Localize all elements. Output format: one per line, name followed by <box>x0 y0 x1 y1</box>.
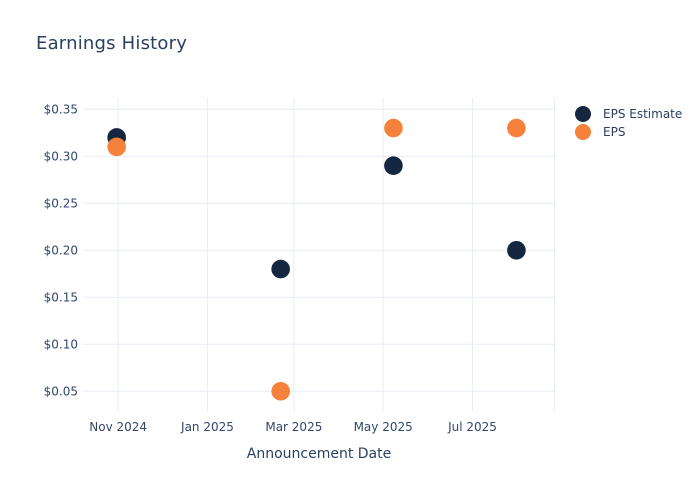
y-tick-label: $0.05 <box>44 384 78 398</box>
legend-item-eps-estimate[interactable]: EPS Estimate <box>575 105 682 123</box>
x-tick-label: Mar 2025 <box>265 420 322 434</box>
y-tick-label: $0.20 <box>44 243 78 257</box>
legend-marker-eps-estimate-icon <box>575 106 591 122</box>
marker-eps-estimate-3[interactable] <box>507 240 526 260</box>
legend-item-eps[interactable]: EPS <box>575 123 682 141</box>
x-tick-label: Jul 2025 <box>447 420 497 434</box>
marker-eps-0[interactable] <box>107 137 126 157</box>
y-tick-label: $0.35 <box>44 102 78 116</box>
y-tick-label: $0.30 <box>44 149 78 163</box>
legend: EPS Estimate EPS <box>575 105 682 141</box>
legend-label-eps: EPS <box>603 125 626 139</box>
x-tick-label: Jan 2025 <box>180 420 234 434</box>
chart-title: Earnings History <box>36 33 188 54</box>
x-tick-label: May 2025 <box>354 420 413 434</box>
marker-eps-3[interactable] <box>507 118 526 138</box>
y-tick-label: $0.15 <box>44 290 78 304</box>
y-tick-label: $0.10 <box>44 337 78 351</box>
legend-marker-eps-icon <box>575 124 591 140</box>
marker-eps-1[interactable] <box>271 381 290 401</box>
marker-eps-estimate-2[interactable] <box>384 156 403 175</box>
marker-eps-estimate-1[interactable] <box>271 259 290 279</box>
legend-label-eps-estimate: EPS Estimate <box>603 107 683 121</box>
y-tick-label: $0.25 <box>44 196 78 210</box>
x-tick-label: Nov 2024 <box>89 420 147 434</box>
x-axis-title: Announcement Date <box>246 446 392 462</box>
marker-eps-2[interactable] <box>384 118 403 138</box>
